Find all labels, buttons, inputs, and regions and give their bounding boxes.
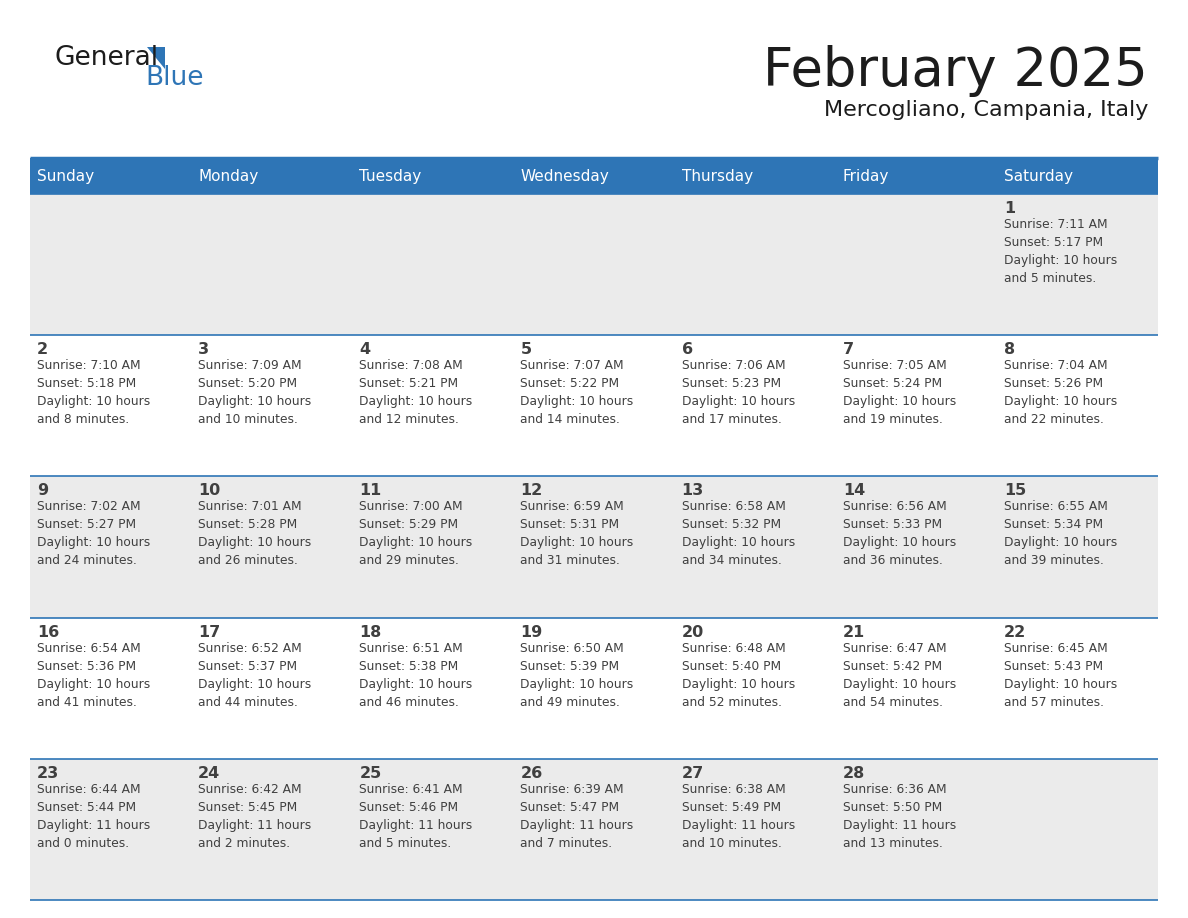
Text: 11: 11	[359, 484, 381, 498]
Text: Sunrise: 7:04 AM
Sunset: 5:26 PM
Daylight: 10 hours
and 22 minutes.: Sunrise: 7:04 AM Sunset: 5:26 PM Dayligh…	[1004, 359, 1117, 426]
Text: 21: 21	[842, 624, 865, 640]
Text: Sunrise: 7:10 AM
Sunset: 5:18 PM
Daylight: 10 hours
and 8 minutes.: Sunrise: 7:10 AM Sunset: 5:18 PM Dayligh…	[37, 359, 150, 426]
Bar	[30, 194, 1158, 335]
Text: 4: 4	[359, 342, 371, 357]
Text: 28: 28	[842, 766, 865, 781]
Text: 22: 22	[1004, 624, 1026, 640]
Text: 18: 18	[359, 624, 381, 640]
Text: 23: 23	[37, 766, 59, 781]
Text: Tuesday: Tuesday	[359, 169, 422, 184]
Text: Sunrise: 6:39 AM
Sunset: 5:47 PM
Daylight: 11 hours
and 7 minutes.: Sunrise: 6:39 AM Sunset: 5:47 PM Dayligh…	[520, 783, 633, 850]
Text: Sunrise: 6:36 AM
Sunset: 5:50 PM
Daylight: 11 hours
and 13 minutes.: Sunrise: 6:36 AM Sunset: 5:50 PM Dayligh…	[842, 783, 956, 850]
Text: 5: 5	[520, 342, 531, 357]
Bar	[30, 476, 1158, 618]
Text: Saturday: Saturday	[1004, 169, 1073, 184]
Text: 2: 2	[37, 342, 49, 357]
Text: 25: 25	[359, 766, 381, 781]
Text: 8: 8	[1004, 342, 1015, 357]
Text: 19: 19	[520, 624, 543, 640]
Text: Sunrise: 6:50 AM
Sunset: 5:39 PM
Daylight: 10 hours
and 49 minutes.: Sunrise: 6:50 AM Sunset: 5:39 PM Dayligh…	[520, 642, 633, 709]
Text: Sunrise: 6:51 AM
Sunset: 5:38 PM
Daylight: 10 hours
and 46 minutes.: Sunrise: 6:51 AM Sunset: 5:38 PM Dayligh…	[359, 642, 473, 709]
Text: General: General	[55, 45, 159, 71]
Text: Sunrise: 7:00 AM
Sunset: 5:29 PM
Daylight: 10 hours
and 29 minutes.: Sunrise: 7:00 AM Sunset: 5:29 PM Dayligh…	[359, 500, 473, 567]
Bar	[191, 158, 353, 194]
Text: Sunrise: 6:48 AM
Sunset: 5:40 PM
Daylight: 10 hours
and 52 minutes.: Sunrise: 6:48 AM Sunset: 5:40 PM Dayligh…	[682, 642, 795, 709]
Text: 26: 26	[520, 766, 543, 781]
Text: Sunrise: 6:44 AM
Sunset: 5:44 PM
Daylight: 11 hours
and 0 minutes.: Sunrise: 6:44 AM Sunset: 5:44 PM Dayligh…	[37, 783, 150, 850]
Text: Sunrise: 7:05 AM
Sunset: 5:24 PM
Daylight: 10 hours
and 19 minutes.: Sunrise: 7:05 AM Sunset: 5:24 PM Dayligh…	[842, 359, 956, 426]
Text: Sunrise: 7:08 AM
Sunset: 5:21 PM
Daylight: 10 hours
and 12 minutes.: Sunrise: 7:08 AM Sunset: 5:21 PM Dayligh…	[359, 359, 473, 426]
Text: Monday: Monday	[198, 169, 259, 184]
Text: Sunday: Sunday	[37, 169, 94, 184]
Text: 27: 27	[682, 766, 703, 781]
Polygon shape	[147, 47, 165, 69]
Text: 17: 17	[198, 624, 221, 640]
Text: Sunrise: 7:09 AM
Sunset: 5:20 PM
Daylight: 10 hours
and 10 minutes.: Sunrise: 7:09 AM Sunset: 5:20 PM Dayligh…	[198, 359, 311, 426]
Text: 15: 15	[1004, 484, 1026, 498]
Text: Sunrise: 6:54 AM
Sunset: 5:36 PM
Daylight: 10 hours
and 41 minutes.: Sunrise: 6:54 AM Sunset: 5:36 PM Dayligh…	[37, 642, 150, 709]
Text: Sunrise: 6:45 AM
Sunset: 5:43 PM
Daylight: 10 hours
and 57 minutes.: Sunrise: 6:45 AM Sunset: 5:43 PM Dayligh…	[1004, 642, 1117, 709]
Bar	[513, 158, 675, 194]
Bar	[30, 158, 191, 194]
Text: 20: 20	[682, 624, 703, 640]
Text: Sunrise: 6:47 AM
Sunset: 5:42 PM
Daylight: 10 hours
and 54 minutes.: Sunrise: 6:47 AM Sunset: 5:42 PM Dayligh…	[842, 642, 956, 709]
Text: Sunrise: 6:59 AM
Sunset: 5:31 PM
Daylight: 10 hours
and 31 minutes.: Sunrise: 6:59 AM Sunset: 5:31 PM Dayligh…	[520, 500, 633, 567]
Text: 1: 1	[1004, 201, 1015, 216]
Text: 6: 6	[682, 342, 693, 357]
Text: Wednesday: Wednesday	[520, 169, 609, 184]
Text: 14: 14	[842, 484, 865, 498]
Text: 9: 9	[37, 484, 49, 498]
Text: 10: 10	[198, 484, 221, 498]
Text: 13: 13	[682, 484, 703, 498]
Bar	[675, 158, 835, 194]
Text: Thursday: Thursday	[682, 169, 753, 184]
Bar	[353, 158, 513, 194]
Text: Sunrise: 6:56 AM
Sunset: 5:33 PM
Daylight: 10 hours
and 36 minutes.: Sunrise: 6:56 AM Sunset: 5:33 PM Dayligh…	[842, 500, 956, 567]
Text: 16: 16	[37, 624, 59, 640]
Text: Sunrise: 7:11 AM
Sunset: 5:17 PM
Daylight: 10 hours
and 5 minutes.: Sunrise: 7:11 AM Sunset: 5:17 PM Dayligh…	[1004, 218, 1117, 285]
Text: Sunrise: 6:55 AM
Sunset: 5:34 PM
Daylight: 10 hours
and 39 minutes.: Sunrise: 6:55 AM Sunset: 5:34 PM Dayligh…	[1004, 500, 1117, 567]
Text: 3: 3	[198, 342, 209, 357]
Text: Sunrise: 7:06 AM
Sunset: 5:23 PM
Daylight: 10 hours
and 17 minutes.: Sunrise: 7:06 AM Sunset: 5:23 PM Dayligh…	[682, 359, 795, 426]
Bar	[30, 335, 1158, 476]
Text: 7: 7	[842, 342, 854, 357]
Text: Sunrise: 6:52 AM
Sunset: 5:37 PM
Daylight: 10 hours
and 44 minutes.: Sunrise: 6:52 AM Sunset: 5:37 PM Dayligh…	[198, 642, 311, 709]
Text: Sunrise: 7:02 AM
Sunset: 5:27 PM
Daylight: 10 hours
and 24 minutes.: Sunrise: 7:02 AM Sunset: 5:27 PM Dayligh…	[37, 500, 150, 567]
Bar	[30, 618, 1158, 759]
Text: Sunrise: 6:41 AM
Sunset: 5:46 PM
Daylight: 11 hours
and 5 minutes.: Sunrise: 6:41 AM Sunset: 5:46 PM Dayligh…	[359, 783, 473, 850]
Text: Sunrise: 6:42 AM
Sunset: 5:45 PM
Daylight: 11 hours
and 2 minutes.: Sunrise: 6:42 AM Sunset: 5:45 PM Dayligh…	[198, 783, 311, 850]
Text: Mercogliano, Campania, Italy: Mercogliano, Campania, Italy	[823, 100, 1148, 120]
Text: February 2025: February 2025	[763, 45, 1148, 97]
Text: Sunrise: 6:58 AM
Sunset: 5:32 PM
Daylight: 10 hours
and 34 minutes.: Sunrise: 6:58 AM Sunset: 5:32 PM Dayligh…	[682, 500, 795, 567]
Text: 24: 24	[198, 766, 221, 781]
Bar	[30, 759, 1158, 900]
Text: Sunrise: 7:01 AM
Sunset: 5:28 PM
Daylight: 10 hours
and 26 minutes.: Sunrise: 7:01 AM Sunset: 5:28 PM Dayligh…	[198, 500, 311, 567]
Text: Sunrise: 6:38 AM
Sunset: 5:49 PM
Daylight: 11 hours
and 10 minutes.: Sunrise: 6:38 AM Sunset: 5:49 PM Dayligh…	[682, 783, 795, 850]
Text: Blue: Blue	[145, 65, 203, 91]
Text: Sunrise: 7:07 AM
Sunset: 5:22 PM
Daylight: 10 hours
and 14 minutes.: Sunrise: 7:07 AM Sunset: 5:22 PM Dayligh…	[520, 359, 633, 426]
Bar	[997, 158, 1158, 194]
Bar	[835, 158, 997, 194]
Text: Friday: Friday	[842, 169, 889, 184]
Text: 12: 12	[520, 484, 543, 498]
